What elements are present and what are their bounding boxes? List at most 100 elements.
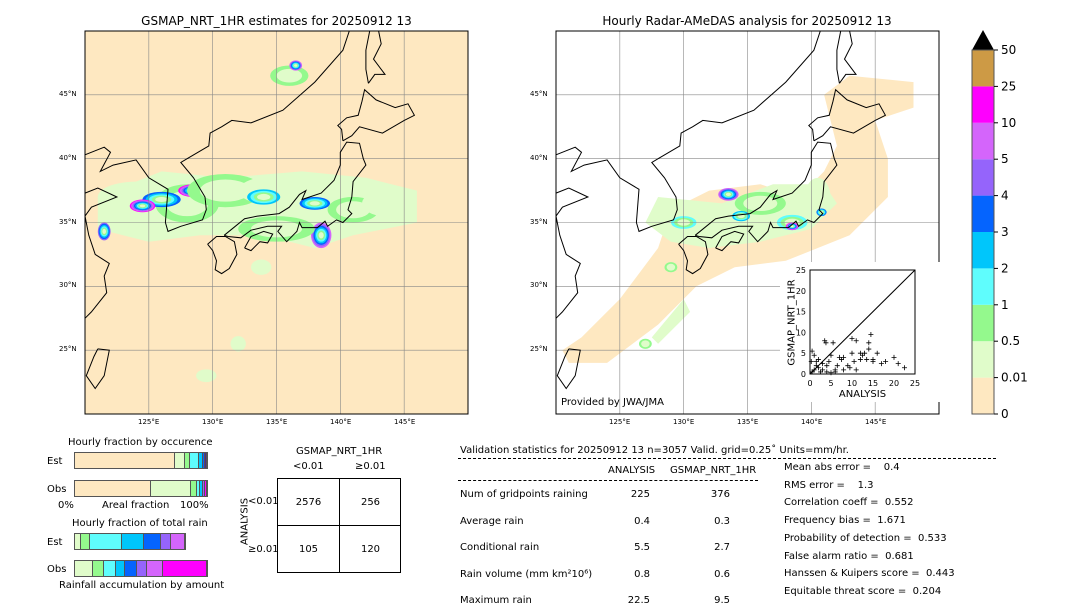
colorbar-segment [972, 341, 994, 378]
fraction-segment [200, 481, 203, 496]
lat-tick: 30°N [530, 281, 548, 290]
scatter-point [870, 359, 876, 365]
stats-row-label: Average rain [460, 515, 524, 527]
scatter-point [862, 350, 868, 356]
rain-contour [362, 190, 408, 217]
scatter-point [845, 363, 851, 369]
stats-analysis-value: 22.5 [627, 595, 650, 606]
colorbar-tick: 0 [1001, 407, 1009, 421]
coastline-honshu [694, 141, 838, 243]
ct-row-1: ≥0.01 [248, 544, 279, 555]
fraction-segment [136, 561, 147, 576]
scatter-point [857, 356, 863, 362]
fraction-segment [121, 534, 145, 549]
score-line: False alarm ratio = 0.681 [784, 550, 914, 562]
rain-area [651, 299, 691, 344]
right-map-title: Hourly Radar-AMeDAS analysis for 2025091… [602, 14, 892, 28]
fraction-segment [75, 481, 151, 496]
lat-tick: 25°N [59, 345, 77, 354]
colorbar-segment [972, 377, 994, 414]
rain-contour [250, 259, 272, 275]
rain-contour [790, 225, 794, 228]
coastline-hokkaido [337, 88, 416, 142]
stats-gsmap-value: 9.5 [714, 595, 730, 606]
scatter-point [830, 340, 836, 346]
fraction-segment [146, 561, 164, 576]
stats-analysis-value: 0.8 [634, 568, 650, 580]
scatter-point [815, 365, 821, 371]
score-line: RMS error = 1.3 [784, 479, 874, 491]
lat-tick: 45°N [59, 90, 77, 98]
lon-tick: 130°E [673, 418, 695, 426]
rain-contour [294, 64, 298, 67]
coastline-north [84, 30, 350, 233]
fraction-segment [175, 453, 185, 468]
fraction-segment [204, 453, 207, 468]
rain-contour [155, 196, 168, 203]
colorbar-segment [972, 86, 994, 123]
fraction-segment [150, 481, 191, 496]
stats-analysis-value: 5.5 [634, 542, 650, 553]
colorbar-segment [972, 50, 994, 87]
coastline-sakhalin [836, 30, 858, 84]
score-line: Equitable threat score = 0.204 [784, 585, 942, 597]
lat-tick: 40°N [530, 153, 548, 162]
occ-est-label: Est [47, 456, 63, 467]
scatter-point [836, 354, 842, 360]
stats-row-label: Num of gridpoints raining [460, 489, 588, 500]
fraction-segment [161, 534, 171, 549]
scatter-point [822, 338, 828, 344]
lat-tick: 45°N [530, 90, 548, 98]
colorbar-tick: 5 [1001, 152, 1009, 166]
scatter-point [874, 350, 880, 356]
scatter-point [866, 340, 872, 346]
scatter-xlabel: ANALYSIS [838, 389, 887, 400]
scatter-point [866, 346, 872, 352]
lon-tick: 140°E [801, 418, 823, 426]
rain-contour [139, 204, 146, 208]
map-frame [84, 30, 469, 415]
rain-contour [102, 228, 107, 234]
coastline-north [555, 30, 821, 233]
stats-col-analysis: ANALYSIS [608, 465, 656, 476]
occ-obs-label: Obs [47, 484, 67, 495]
scatter-point [820, 367, 826, 373]
stats-gsmap-value: 376 [710, 489, 730, 500]
stats-analysis-value: 0.4 [634, 515, 650, 527]
fraction-segment [116, 561, 126, 576]
fraction-segment [80, 534, 90, 549]
scatter-point [811, 367, 817, 373]
right-map [555, 30, 940, 415]
rain-est-bar [74, 533, 186, 550]
colorbar-tick: 2 [1001, 261, 1009, 275]
colorbar-tick: 3 [1001, 225, 1009, 239]
scatter-point [883, 359, 889, 365]
scatter-point [868, 331, 874, 337]
rain-contour [230, 336, 246, 352]
lon-tick: 135°E [266, 418, 288, 426]
scatter-xtick: 25 [910, 379, 920, 388]
colorbar-tick: 50 [1001, 43, 1016, 57]
coastline-hokkaido [808, 88, 887, 142]
scatter-point [841, 354, 847, 360]
stats-header: Validation statistics for 20250912 13 n=… [460, 445, 849, 456]
fraction-segment [92, 561, 104, 576]
coastline-kyushu [678, 236, 709, 275]
scatter-point [826, 359, 832, 365]
scatter-frame [809, 269, 916, 375]
lon-tick: 130°E [202, 418, 224, 426]
ct-cell: 105 [298, 544, 319, 555]
scatter-xtick: 15 [868, 379, 878, 388]
fraction-segment [202, 481, 205, 496]
rain-obs-bar [74, 560, 208, 577]
score-line: Correlation coeff = 0.552 [784, 497, 914, 509]
fraction-segment [75, 453, 176, 468]
colorbar-tick: 0.5 [1001, 334, 1020, 348]
fraction-segment [75, 561, 93, 576]
fraction-segment [190, 453, 199, 468]
scatter-point [839, 356, 844, 362]
score-line: Mean abs error = 0.4 [784, 462, 900, 473]
scatter-point [849, 350, 855, 356]
lat-tick: 35°N [530, 217, 548, 226]
scatter-point [834, 363, 840, 369]
